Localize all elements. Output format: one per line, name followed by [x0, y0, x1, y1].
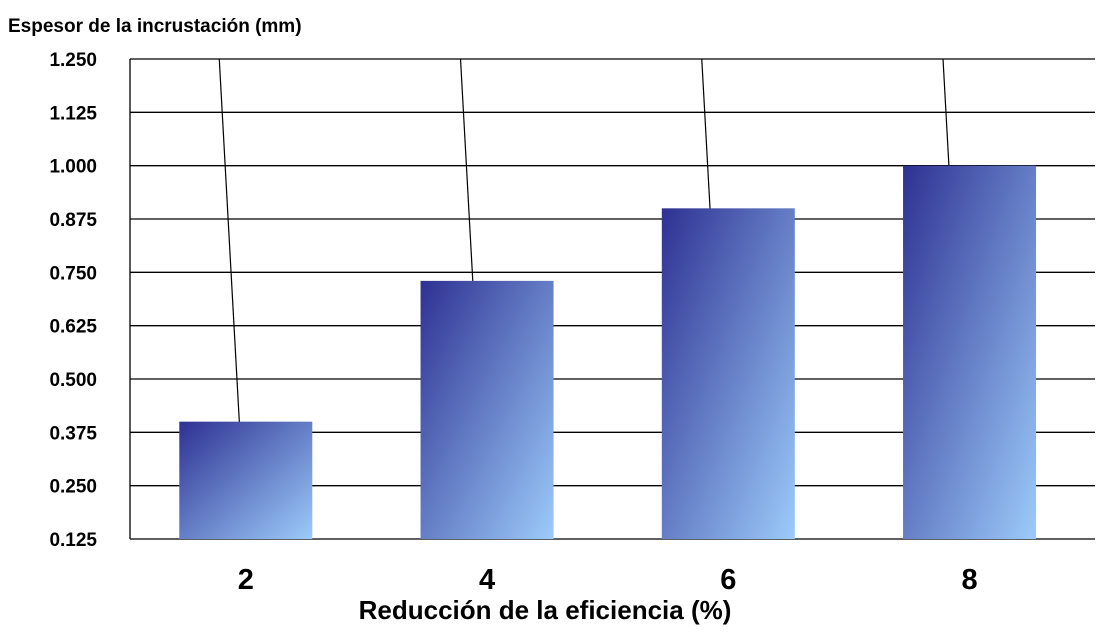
x-tick-labels: 2 4 6 8: [238, 564, 978, 596]
x-axis-title: Reducción de la eficiencia (%): [359, 595, 732, 625]
x-tick-label: 6: [720, 564, 736, 596]
y-tick-label: 0.500: [49, 370, 97, 391]
bar-8: [903, 165, 1037, 539]
y-tick-label: 0.250: [49, 477, 97, 498]
x-tick-label: 8: [961, 564, 977, 596]
y-tick-label: 1.250: [49, 50, 97, 71]
bar-4: [420, 280, 554, 539]
x-tick-label: 4: [479, 564, 495, 596]
bar-6: [661, 208, 795, 540]
bar-layer: [179, 165, 1037, 540]
y-tick-label: 0.375: [49, 423, 97, 444]
x-tick-label: 2: [238, 564, 254, 596]
y-tick-label: 0.875: [49, 210, 97, 231]
y-tick-label: 1.125: [49, 103, 97, 124]
y-tick-label: 1.000: [49, 157, 97, 178]
y-axis-title: Espesor de la incrustación (mm): [8, 16, 302, 37]
y-tick-label: 0.625: [49, 317, 97, 338]
bar-2: [179, 421, 313, 539]
y-tick-labels: 0.125 0.250 0.375 0.500 0.625 0.750 0.875 1.000…: [49, 50, 97, 551]
y-tick-label: 0.750: [49, 263, 97, 284]
y-tick-label: 0.125: [49, 530, 97, 551]
